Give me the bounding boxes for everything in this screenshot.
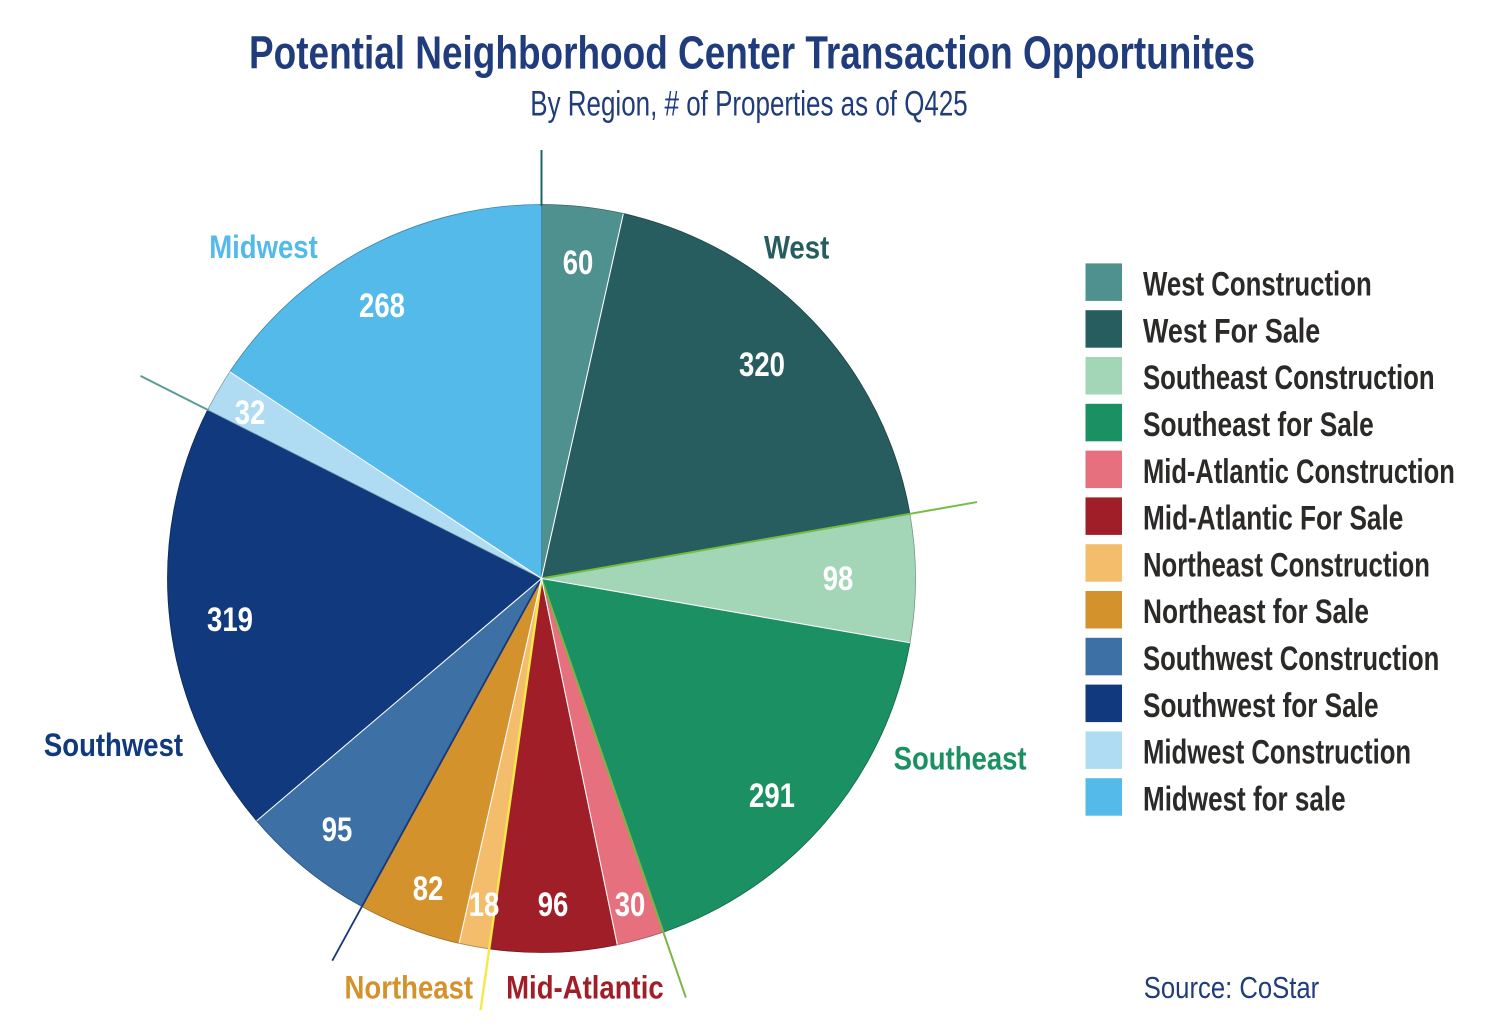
svg-text:268: 268 (359, 287, 405, 325)
svg-text:Northeast for Sale: Northeast for Sale (1143, 593, 1369, 631)
svg-text:West For Sale: West For Sale (1143, 312, 1320, 350)
svg-text:Southeast: Southeast (894, 741, 1027, 777)
svg-text:320: 320 (739, 346, 785, 384)
svg-text:Mid-Atlantic: Mid-Atlantic (506, 970, 664, 1006)
svg-text:Mid-Atlantic For Sale: Mid-Atlantic For Sale (1143, 500, 1403, 538)
svg-text:32: 32 (235, 394, 266, 432)
svg-text:Potential Neighborhood Center: Potential Neighborhood Center Transactio… (249, 27, 1255, 79)
svg-text:Midwest for sale: Midwest for sale (1143, 780, 1346, 818)
svg-text:95: 95 (322, 811, 353, 849)
svg-text:30: 30 (615, 886, 646, 924)
svg-text:96: 96 (538, 886, 569, 924)
svg-text:Southeast Construction: Southeast Construction (1143, 359, 1435, 397)
svg-text:60: 60 (563, 244, 594, 282)
svg-text:Southwest for Sale: Southwest for Sale (1143, 687, 1379, 725)
svg-text:Midwest: Midwest (209, 229, 318, 265)
svg-text:Southwest: Southwest (44, 727, 183, 763)
svg-text:By Region, # of Properties as: By Region, # of Properties as of Q425 (530, 85, 968, 124)
svg-text:291: 291 (749, 777, 795, 815)
svg-text:Southeast for Sale: Southeast for Sale (1143, 406, 1374, 444)
svg-text:98: 98 (823, 560, 854, 598)
svg-text:Source: CoStar: Source: CoStar (1144, 970, 1319, 1005)
svg-text:Northeast: Northeast (345, 970, 474, 1006)
svg-text:319: 319 (207, 601, 253, 639)
svg-text:West: West (764, 230, 830, 266)
svg-text:Mid-Atlantic Construction: Mid-Atlantic Construction (1143, 453, 1455, 491)
svg-text:82: 82 (413, 870, 444, 908)
svg-text:West Construction: West Construction (1143, 266, 1372, 304)
svg-text:Southwest Construction: Southwest Construction (1143, 640, 1439, 678)
svg-text:Northeast Construction: Northeast Construction (1143, 546, 1430, 584)
svg-text:Midwest Construction: Midwest Construction (1143, 734, 1411, 772)
svg-text:18: 18 (469, 886, 500, 924)
